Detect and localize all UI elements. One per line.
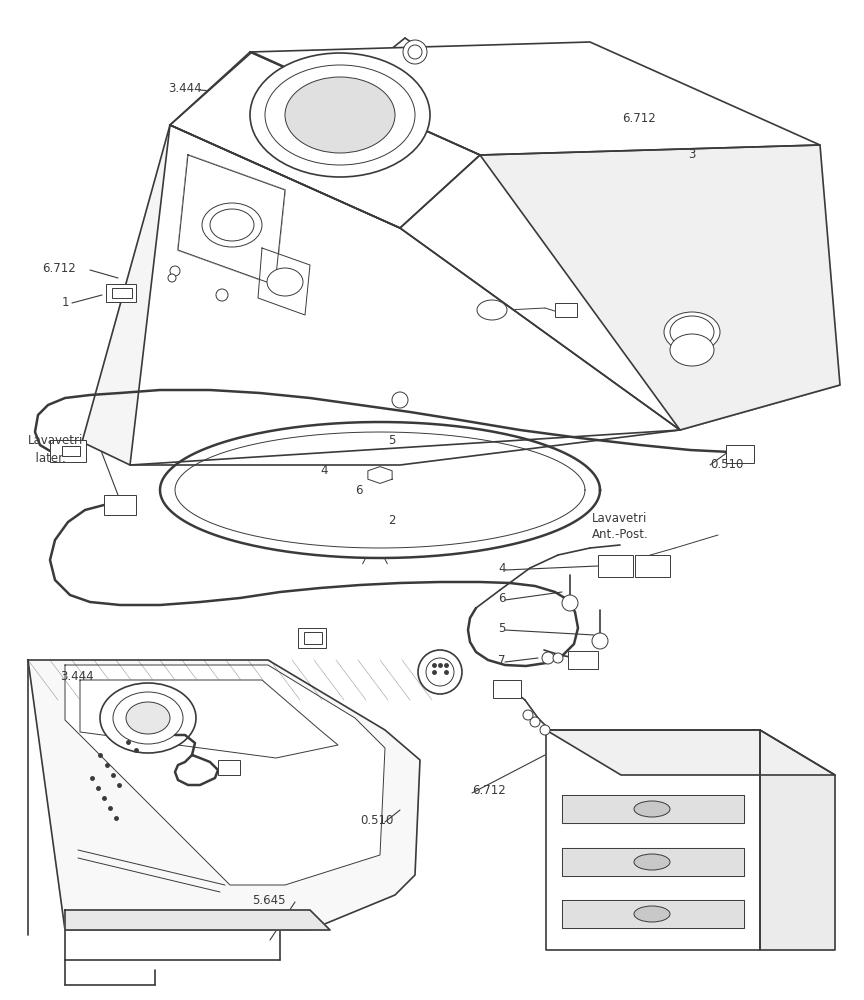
Circle shape	[592, 633, 608, 649]
Text: 5: 5	[498, 621, 505, 635]
Bar	[635, 555, 670, 577]
Polygon shape	[546, 730, 760, 950]
Circle shape	[426, 658, 454, 686]
Polygon shape	[65, 665, 385, 885]
Text: 6.712: 6.712	[42, 261, 76, 274]
Text: 4: 4	[498, 562, 505, 574]
Polygon shape	[65, 910, 330, 930]
Text: 0.510: 0.510	[710, 458, 743, 471]
Text: Ant.-Post.: Ant.-Post.	[592, 528, 649, 542]
Circle shape	[523, 710, 533, 720]
Polygon shape	[80, 680, 338, 758]
Circle shape	[392, 392, 408, 408]
Polygon shape	[368, 467, 392, 483]
Text: 0.510: 0.510	[360, 814, 393, 826]
Polygon shape	[160, 422, 600, 558]
Bar	[555, 303, 577, 317]
Ellipse shape	[285, 77, 395, 153]
Ellipse shape	[210, 209, 254, 241]
Bar	[104, 495, 136, 515]
Polygon shape	[546, 730, 835, 775]
Circle shape	[553, 653, 563, 663]
Polygon shape	[250, 42, 820, 155]
Circle shape	[168, 274, 176, 282]
Bar	[298, 628, 326, 648]
Polygon shape	[562, 795, 744, 823]
Bar	[304, 632, 322, 644]
Circle shape	[530, 717, 540, 727]
Bar	[112, 288, 132, 298]
Text: 2: 2	[388, 514, 396, 526]
Ellipse shape	[670, 334, 714, 366]
Text: 6.712: 6.712	[472, 784, 505, 796]
Text: later.: later.	[28, 452, 66, 464]
Ellipse shape	[477, 300, 507, 320]
Circle shape	[542, 652, 554, 664]
Text: 5: 5	[388, 434, 396, 446]
Text: 3.444: 3.444	[168, 82, 201, 95]
Circle shape	[418, 650, 462, 694]
Polygon shape	[562, 900, 744, 928]
Polygon shape	[258, 248, 310, 315]
Bar	[218, 760, 240, 775]
Circle shape	[170, 266, 180, 276]
Ellipse shape	[126, 702, 170, 734]
Ellipse shape	[113, 692, 183, 744]
Ellipse shape	[670, 316, 714, 348]
Text: 6.712: 6.712	[622, 111, 656, 124]
Polygon shape	[170, 52, 480, 228]
Bar	[493, 680, 521, 698]
Circle shape	[216, 289, 228, 301]
Ellipse shape	[634, 906, 670, 922]
Text: 6: 6	[355, 484, 363, 496]
Text: 4: 4	[320, 464, 327, 477]
Ellipse shape	[100, 683, 196, 753]
Bar	[568, 651, 598, 669]
Text: 3: 3	[688, 148, 696, 161]
Ellipse shape	[634, 854, 670, 870]
Text: 5.645: 5.645	[252, 894, 285, 906]
Polygon shape	[178, 155, 285, 285]
Ellipse shape	[267, 268, 303, 296]
Ellipse shape	[634, 801, 670, 817]
Bar	[62, 446, 80, 456]
Circle shape	[408, 45, 422, 59]
Text: 1: 1	[62, 296, 69, 308]
Bar	[50, 440, 86, 462]
Text: Lavavetri: Lavavetri	[28, 434, 83, 446]
Ellipse shape	[250, 53, 430, 177]
Polygon shape	[480, 145, 840, 430]
Circle shape	[403, 40, 427, 64]
Text: 6: 6	[498, 591, 505, 604]
Ellipse shape	[202, 203, 262, 247]
Circle shape	[540, 725, 550, 735]
Polygon shape	[178, 155, 285, 285]
Polygon shape	[82, 125, 680, 465]
Circle shape	[562, 595, 578, 611]
Text: 7: 7	[498, 654, 505, 666]
Bar	[106, 284, 136, 302]
Text: 3.444: 3.444	[60, 670, 93, 682]
Polygon shape	[130, 125, 680, 465]
Ellipse shape	[265, 65, 415, 165]
Text: Lavavetri: Lavavetri	[592, 512, 647, 524]
Polygon shape	[562, 848, 744, 876]
Polygon shape	[760, 730, 835, 950]
Bar	[726, 445, 754, 463]
Bar	[598, 555, 633, 577]
Ellipse shape	[664, 312, 720, 352]
Polygon shape	[170, 52, 480, 228]
Polygon shape	[28, 660, 420, 930]
